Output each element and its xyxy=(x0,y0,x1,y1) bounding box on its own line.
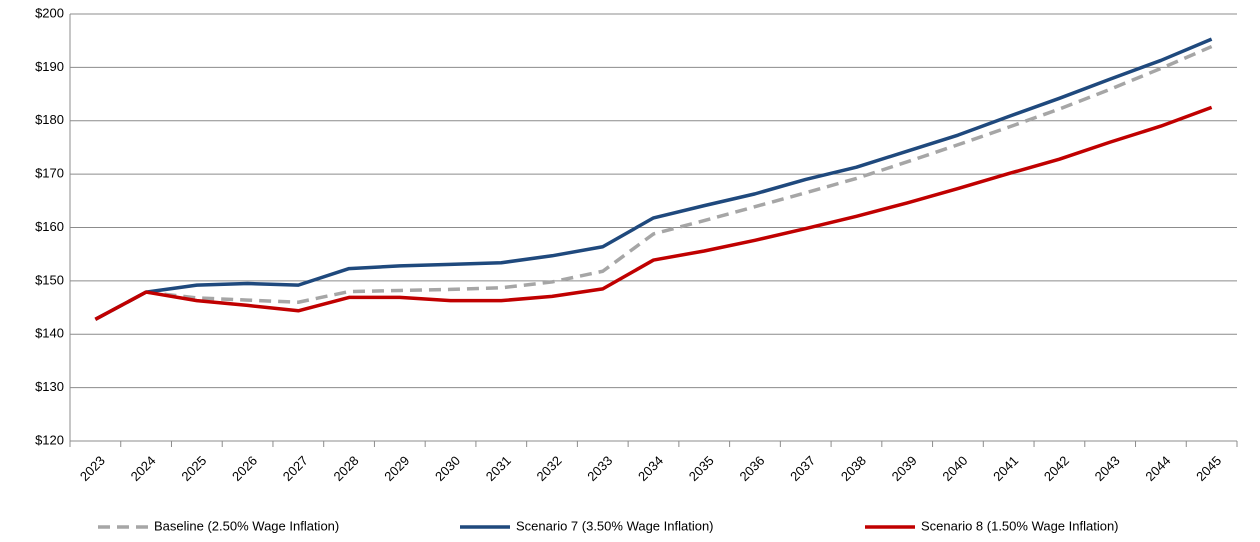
x-tick-label: 2045 xyxy=(1193,453,1224,484)
y-tick-label: $170 xyxy=(35,166,64,181)
y-tick-label: $120 xyxy=(35,432,64,447)
y-tick-label: $200 xyxy=(35,5,64,20)
y-tick-label: $140 xyxy=(35,326,64,341)
x-tick-label: 2044 xyxy=(1142,453,1173,484)
series-line xyxy=(94,37,1213,321)
x-tick-label: 2038 xyxy=(838,453,869,484)
x-tick-label: 2032 xyxy=(534,453,565,484)
x-tick-label: 2024 xyxy=(128,453,159,484)
x-tick-label: 2029 xyxy=(381,453,412,484)
x-tick-label: 2034 xyxy=(635,453,666,484)
x-tick-label: 2040 xyxy=(939,453,970,484)
x-tick-label: 2033 xyxy=(584,453,615,484)
x-tick-label: 2041 xyxy=(990,453,1021,484)
legend-label: Baseline (2.50% Wage Inflation) xyxy=(154,518,339,533)
x-tick-label: 2026 xyxy=(229,453,260,484)
y-tick-label: $150 xyxy=(35,272,64,287)
x-tick-label: 2035 xyxy=(686,453,717,484)
x-tick-label: 2037 xyxy=(787,453,818,484)
x-tick-label: 2039 xyxy=(889,453,920,484)
y-tick-label: $180 xyxy=(35,112,64,127)
y-tick-label: $130 xyxy=(35,379,64,394)
x-tick-label: 2031 xyxy=(483,453,514,484)
legend-label: Scenario 7 (3.50% Wage Inflation) xyxy=(516,518,714,533)
y-tick-label: $160 xyxy=(35,219,64,234)
y-tick-label: $190 xyxy=(35,59,64,74)
x-tick-label: 2043 xyxy=(1092,453,1123,484)
x-tick-label: 2025 xyxy=(178,453,209,484)
legend-label: Scenario 8 (1.50% Wage Inflation) xyxy=(921,518,1119,533)
x-tick-label: 2042 xyxy=(1041,453,1072,484)
series-line xyxy=(94,44,1213,321)
x-tick-label: 2028 xyxy=(331,453,362,484)
x-tick-label: 2023 xyxy=(77,453,108,484)
x-tick-label: 2036 xyxy=(736,453,767,484)
series-line xyxy=(94,105,1213,321)
x-tick-label: 2030 xyxy=(432,453,463,484)
x-tick-label: 2027 xyxy=(280,453,311,484)
